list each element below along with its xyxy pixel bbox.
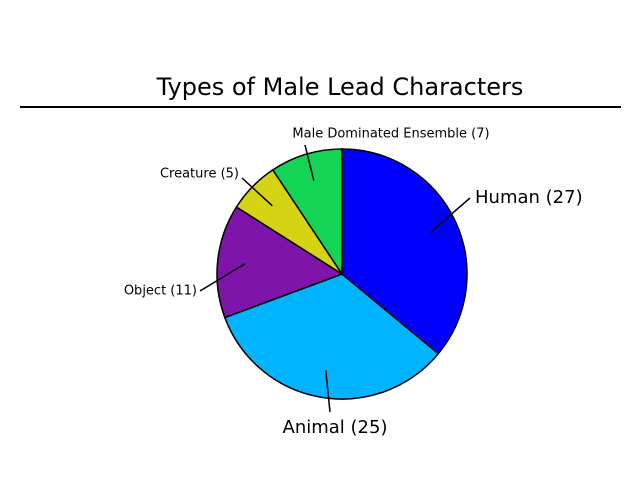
slice-label: Creature (5)	[160, 167, 239, 182]
leader-line	[324, 370, 331, 413]
slice-label: Animal (25)	[283, 417, 388, 438]
leader-line	[199, 263, 246, 292]
pie-slice	[341, 148, 468, 355]
leader-line	[304, 144, 315, 181]
pie-slice	[271, 148, 343, 277]
pie-slice	[223, 273, 440, 400]
pie-slice	[216, 205, 344, 319]
slice-label: Human (27)	[475, 187, 583, 208]
leader-line	[241, 177, 273, 207]
slice-label: Male Dominated Ensemble (7)	[292, 127, 489, 142]
leader-line	[429, 197, 471, 234]
chart-title: Types of Male Lead Characters	[156, 73, 524, 101]
slice-label: Object (11)	[124, 284, 197, 299]
